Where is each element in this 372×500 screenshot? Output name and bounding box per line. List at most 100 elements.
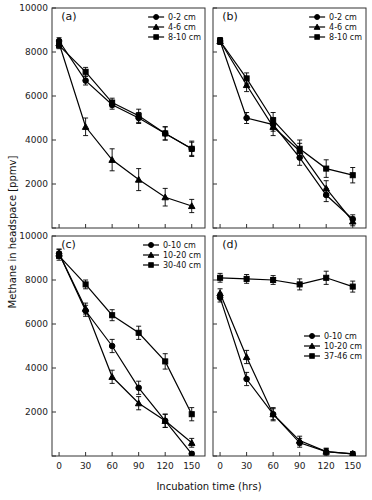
legend-marker [153,24,159,29]
legend-marker [310,334,315,339]
y-tick [52,228,56,229]
legend-marker [148,252,154,257]
error-bar [110,310,115,321]
error-bar [297,436,302,445]
error-bar [110,339,115,352]
x-tick [112,224,113,228]
panel: (b)0-2 cm4-6 cm8-10 cm [213,8,366,228]
point [350,284,355,289]
x-axis-label: Incubation time (hrs) [156,481,261,492]
error-cap [297,140,302,141]
point [270,411,276,417]
series [56,38,194,157]
point [189,146,195,152]
point [244,115,250,121]
y-tick [213,96,217,97]
point [350,451,356,456]
error-cap [136,168,141,169]
error-cap [163,206,168,207]
error-bar [350,168,355,183]
legend-marker [154,15,159,20]
series [218,271,356,292]
point [297,146,302,151]
error-cap [324,159,329,160]
series [217,38,356,226]
error-bar [163,127,168,140]
error-bar [218,289,223,298]
plot-data [217,38,356,226]
point [57,253,62,258]
point [296,437,302,443]
error-cap [189,407,194,408]
error-cap [244,385,249,386]
error-cap [110,352,115,353]
error-cap [110,98,115,99]
error-cap [297,445,302,446]
error-cap [110,339,115,340]
plot-frame [52,236,205,456]
error-bar [218,38,223,45]
point [323,185,329,191]
legend-label: 0-10 cm [324,332,357,341]
legend-marker [154,35,159,40]
point [162,194,168,200]
error-cap [83,314,88,315]
series [217,38,355,224]
error-cap [324,177,329,178]
plot-data [56,38,195,213]
error-cap [350,167,355,168]
point [82,305,88,311]
error-cap [297,289,302,290]
point [83,69,88,74]
point [136,385,142,391]
error-bar [271,408,276,421]
error-bar [271,276,276,285]
point [163,359,168,364]
y-tick-label: 8000 [25,47,48,57]
error-bar [189,199,194,212]
chart: 200040006000800010000(a)0-2 cm4-6 cm8-10… [0,0,372,500]
error-bar [324,181,329,196]
error-cap [324,284,329,285]
x-tick-label: 150 [183,461,200,471]
error-bar [83,280,88,289]
point [82,124,88,130]
error-bar [189,438,194,447]
point [189,203,195,209]
x-tick [85,452,86,456]
series-line [59,256,192,414]
legend-label: 4-6 cm [168,23,196,32]
error-cap [110,148,115,149]
y-tick [213,412,217,413]
y-tick [52,8,56,9]
x-tick-label: 30 [241,461,253,471]
error-bar [83,118,88,136]
point [218,38,223,43]
legend-label: 0-2 cm [168,13,196,22]
series [217,293,355,456]
error-bar [163,127,168,140]
error-cap [83,135,88,136]
x-tick [138,224,139,228]
error-cap [244,372,249,373]
series-line [220,41,353,175]
error-cap [163,126,168,127]
error-cap [218,282,223,283]
series-line [220,278,353,287]
error-bar [83,303,88,314]
error-cap [136,123,141,124]
error-cap [189,141,194,142]
legend: 0-10 cm10-20 cm30-40 cm [143,241,201,270]
point [162,418,168,424]
y-tick [213,280,217,281]
error-bar [136,397,141,410]
error-cap [110,170,115,171]
point [324,166,329,171]
error-bar [136,109,141,122]
series-line [220,293,353,454]
legend-label: 10-20 cm [163,251,201,260]
error-cap [350,281,355,282]
series [56,249,195,447]
error-cap [136,109,141,110]
error-cap [110,370,115,371]
